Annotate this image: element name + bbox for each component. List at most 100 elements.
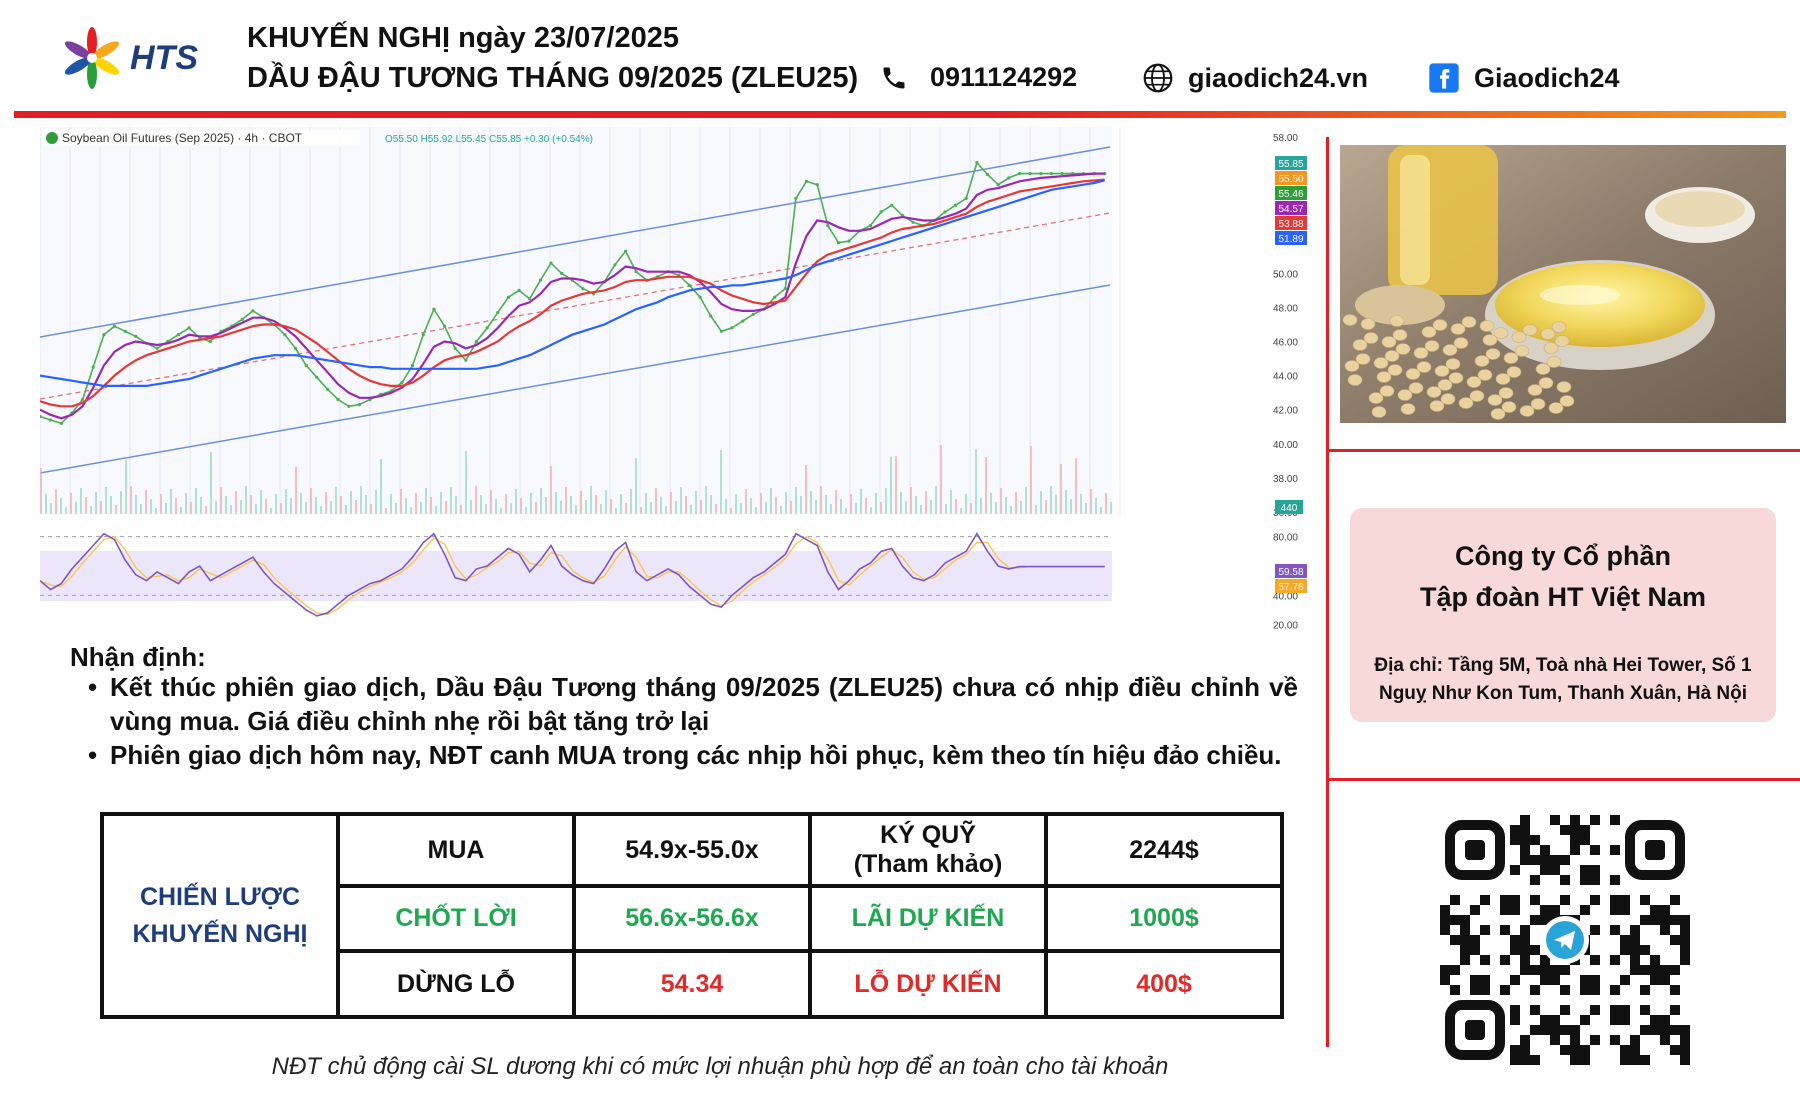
volume-bar — [830, 504, 832, 514]
phone-contact[interactable]: 0911124292 — [880, 62, 1077, 93]
chart-svg: 58.00 50.00 48.00 46.00 44.00 42.00 40.00 38.00… — [38, 127, 1307, 634]
qr-module — [1590, 845, 1600, 855]
volume-bar — [225, 496, 227, 514]
volume-bar — [820, 486, 822, 514]
soybean — [1448, 372, 1464, 384]
volume-bar — [255, 504, 257, 514]
series-point — [911, 220, 915, 224]
qr-code[interactable] — [1440, 815, 1690, 1065]
volume-bar — [390, 494, 392, 514]
volume-bar — [110, 496, 112, 514]
volume-bar — [735, 494, 737, 514]
volume-bar — [935, 486, 937, 514]
volume-bar — [1035, 505, 1037, 514]
qr-module — [1530, 915, 1540, 925]
qr-module — [1520, 855, 1530, 865]
qr-module — [1580, 865, 1590, 875]
qr-module — [1540, 845, 1550, 855]
volume-bar — [360, 486, 362, 514]
volume-bar — [640, 507, 642, 514]
strategy-label-line1: CHIẾN LƯỢC — [139, 882, 301, 911]
qr-module — [1450, 965, 1460, 975]
volume-bar — [660, 497, 662, 514]
series-point — [794, 196, 798, 200]
facebook-link[interactable]: Giaodich24 — [1474, 62, 1620, 93]
soybean — [1368, 392, 1384, 404]
qr-module — [1650, 1025, 1660, 1035]
website-link[interactable]: giaodich24.vn — [1188, 62, 1369, 93]
series-point — [325, 387, 330, 391]
series-point — [357, 403, 361, 407]
soybean — [1493, 327, 1509, 339]
qr-module — [1670, 1045, 1680, 1055]
qr-module — [1650, 915, 1660, 925]
volume-bar — [625, 503, 627, 514]
series-point — [304, 363, 308, 367]
qr-module — [1620, 935, 1630, 945]
series-point — [783, 287, 787, 291]
qr-module — [1660, 975, 1670, 985]
volume-bar — [810, 491, 812, 514]
soybean — [1548, 402, 1564, 414]
series-point — [698, 295, 702, 299]
soybean — [1440, 393, 1456, 405]
qr-module — [1560, 1025, 1570, 1035]
qr-module — [1450, 985, 1460, 995]
qr-module — [1650, 965, 1660, 975]
facebook-icon — [1429, 63, 1459, 93]
soybean — [1413, 347, 1429, 359]
series-point — [773, 295, 777, 299]
volume-bar — [1070, 499, 1072, 514]
volume-bar — [685, 496, 687, 514]
volume-bar — [230, 505, 232, 514]
soybean — [1522, 324, 1538, 336]
strategy-table: CHIẾN LƯỢC KHUYẾN NGHỊ MUA 54.9x-55.0x K… — [100, 812, 1284, 1019]
qr-module — [1530, 835, 1540, 845]
soybean — [1479, 320, 1495, 332]
facebook-contact[interactable]: Giaodich24 — [1428, 62, 1620, 94]
osc-tick-label: 80.00 — [1273, 533, 1298, 544]
table-row: DỪNG LỖ 54.34 LỖ DỰ KIẾN 400$ — [102, 949, 1284, 1019]
volume-bar — [580, 491, 582, 514]
volume-bar — [475, 486, 477, 514]
volume-bar — [60, 498, 62, 514]
volume-bar — [495, 499, 497, 514]
series-point — [474, 339, 479, 344]
volume-bar — [860, 489, 862, 514]
volume-bar — [1095, 498, 1097, 514]
price-chart: 58.00 50.00 48.00 46.00 44.00 42.00 40.00 38.00… — [38, 127, 1310, 634]
qr-module — [1610, 815, 1620, 825]
volume-bar — [850, 494, 852, 514]
qr-module — [1580, 835, 1590, 845]
soybean — [1397, 389, 1413, 401]
expected-loss-label: LỖ DỰ KIẾN — [808, 949, 1048, 1019]
soybean — [1503, 352, 1519, 364]
qr-module — [1580, 825, 1590, 835]
soybean — [1538, 377, 1554, 389]
volume-bar — [65, 507, 67, 514]
volume-bar — [595, 495, 597, 514]
qr-module — [1620, 1005, 1630, 1015]
qr-module — [1580, 1055, 1590, 1065]
qr-module — [1620, 905, 1630, 915]
website-contact[interactable]: giaodich24.vn — [1142, 62, 1368, 94]
qr-module — [1560, 1005, 1570, 1015]
soybean — [1551, 321, 1567, 333]
qr-module — [1500, 895, 1510, 905]
series-point — [411, 363, 415, 367]
volume-bar — [295, 467, 297, 514]
qr-module — [1680, 935, 1690, 945]
volume-bar — [905, 501, 907, 514]
margin-label-line2: (Tham khảo) — [853, 850, 1003, 878]
volume-bar — [730, 508, 732, 514]
volume-bar — [50, 503, 52, 514]
footer-note: NĐT chủ động cài SL dương khi có mức lợi… — [271, 1053, 1169, 1080]
series-point — [251, 309, 255, 313]
qr-module — [1480, 925, 1490, 935]
volume-bar — [70, 493, 72, 514]
volume-bar — [750, 498, 752, 514]
series-point — [943, 210, 947, 214]
soybean — [1347, 374, 1363, 386]
qr-module — [1470, 975, 1480, 985]
volume-bar — [1020, 501, 1022, 514]
